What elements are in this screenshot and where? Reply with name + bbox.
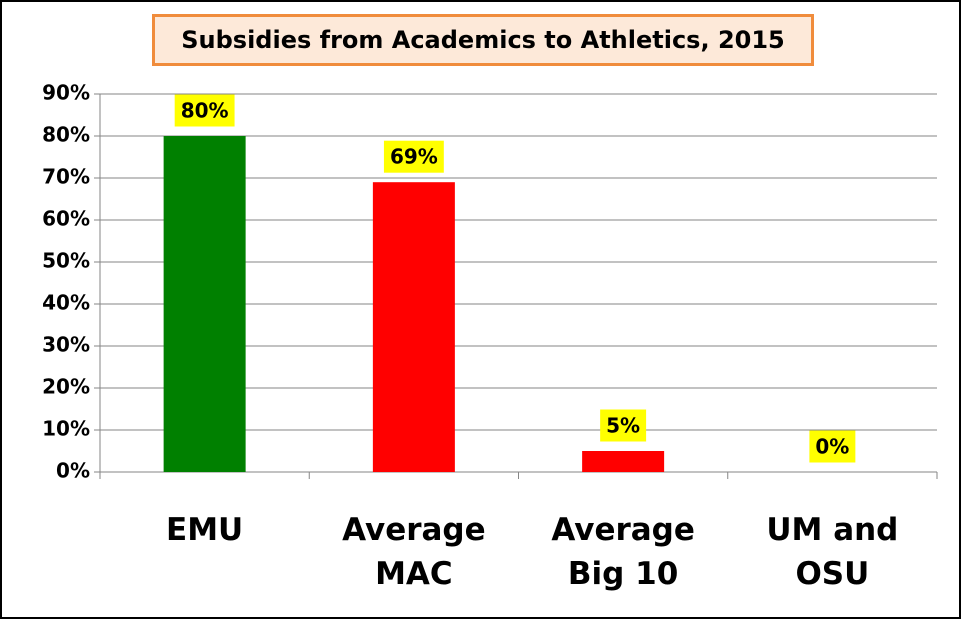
data-label-bg xyxy=(809,430,856,463)
x-tick-label: EMU xyxy=(166,512,244,548)
data-label: 69% xyxy=(390,145,438,169)
y-tick-label: 20% xyxy=(42,375,90,399)
x-tick-label: Average Big 10 xyxy=(551,512,695,592)
data-label: 80% xyxy=(181,99,229,123)
data-label-bg xyxy=(600,409,647,442)
y-tick-label: 90% xyxy=(42,81,90,105)
data-label: 5% xyxy=(606,414,640,438)
y-tick-label: 40% xyxy=(42,291,90,315)
data-label: 0% xyxy=(815,435,849,459)
x-tick-label: UM and OSU xyxy=(766,512,899,592)
y-tick-label: 80% xyxy=(42,123,90,147)
y-tick-label: 50% xyxy=(42,249,90,273)
bar xyxy=(582,451,665,472)
x-tick-label: Average MAC xyxy=(342,512,486,592)
y-tick-label: 0% xyxy=(56,459,90,483)
y-tick-label: 10% xyxy=(42,417,90,441)
bar xyxy=(163,136,246,472)
data-label-bg xyxy=(383,140,444,173)
y-tick-label: 30% xyxy=(42,333,90,357)
y-tick-label: 60% xyxy=(42,207,90,231)
bar xyxy=(372,182,455,472)
chart-title: Subsidies from Academics to Athletics, 2… xyxy=(152,14,814,66)
data-label-bg xyxy=(174,94,235,127)
y-tick-label: 70% xyxy=(42,165,90,189)
